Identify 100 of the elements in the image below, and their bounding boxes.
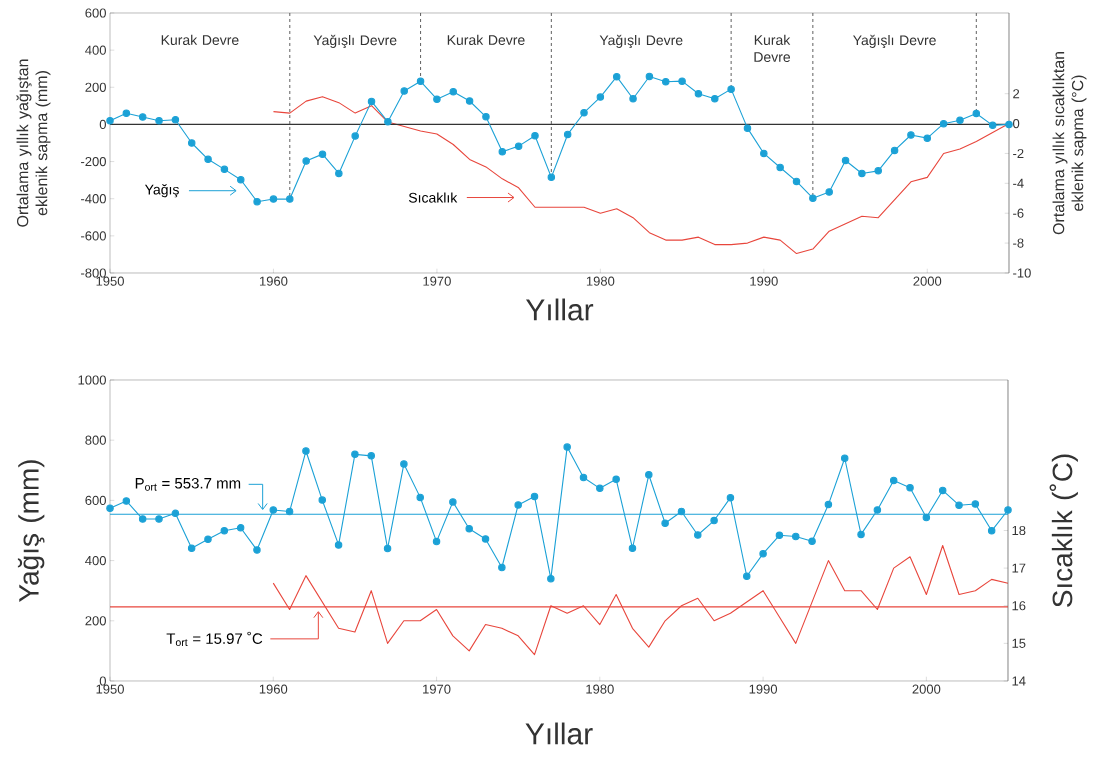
point [645, 471, 653, 479]
point [433, 95, 441, 103]
point [677, 507, 686, 516]
point [596, 93, 605, 101]
point [547, 173, 556, 182]
y-tick-label: 1000 [78, 375, 106, 385]
point [890, 146, 899, 155]
point [922, 513, 931, 522]
point [253, 546, 261, 554]
point [514, 501, 522, 509]
x-tick-label: 1960 [259, 276, 288, 286]
point [612, 72, 621, 81]
y2-axis-title: Ortalama yıllık sıcaklıktan eklenik sapma (°C) [1052, 52, 1087, 235]
point [498, 147, 507, 156]
y2-tick-label: -10 [1013, 268, 1031, 278]
point [907, 131, 915, 139]
y-axis-title: Yağış (mm) [17, 460, 45, 602]
point [138, 113, 147, 121]
y-tick-label: -400 [81, 194, 106, 204]
point [302, 157, 310, 165]
point [776, 163, 784, 172]
point [155, 116, 163, 125]
point [792, 177, 801, 186]
point [596, 484, 604, 493]
point [269, 506, 278, 514]
y-tick-label: -800 [81, 268, 106, 278]
point [351, 132, 359, 140]
point [367, 452, 375, 460]
y2-tick-label: 14 [1012, 676, 1026, 686]
y-tick-label: 800 [85, 435, 106, 445]
point [220, 165, 229, 174]
point [938, 486, 947, 495]
y-tick-label: 0 [99, 676, 106, 686]
point [662, 77, 670, 86]
y2-tick-label: -2 [1013, 148, 1024, 158]
y-tick-label: 600 [85, 495, 106, 505]
point [645, 72, 654, 81]
point [971, 500, 980, 508]
x-tick-label: 1990 [750, 276, 778, 286]
y2-tick-label: 18 [1012, 525, 1026, 536]
legend-label: Yağış [144, 184, 179, 198]
x-tick-label: 1950 [96, 684, 124, 694]
point [383, 544, 392, 553]
point [873, 506, 882, 514]
x-axis-title: Yıllar [525, 298, 594, 321]
point [760, 149, 768, 158]
point [155, 515, 163, 523]
point [661, 519, 669, 528]
point [743, 124, 752, 132]
point [1004, 506, 1012, 514]
y-tick-label: 400 [85, 555, 106, 566]
y-tick-label: 200 [85, 616, 106, 626]
point [236, 524, 245, 532]
point [710, 516, 718, 525]
y2-tick-label: 0 [1013, 118, 1020, 129]
point [726, 493, 735, 502]
y-tick-label: 600 [85, 8, 106, 18]
point [727, 85, 735, 93]
x-tick-label: 2000 [913, 276, 942, 286]
point [449, 498, 457, 506]
annotation: Kurak Devre [754, 34, 791, 63]
x-tick-label: 1970 [423, 684, 451, 694]
annotation: Yağışlı Devre [853, 34, 936, 49]
y2-tick-label: -6 [1013, 208, 1024, 218]
point [204, 155, 212, 164]
x-tick-label: 2000 [912, 684, 941, 694]
point [858, 169, 866, 178]
point [449, 87, 458, 96]
point [481, 535, 490, 543]
point [400, 460, 408, 468]
x-tick-label: 1960 [259, 684, 288, 694]
point [482, 113, 490, 121]
point [580, 108, 588, 117]
point [465, 524, 473, 533]
point [939, 119, 948, 128]
point [286, 195, 294, 203]
x-tick-label: 1990 [749, 684, 778, 694]
y2-tick-label: 2 [1013, 89, 1020, 99]
y2-tick-label: 16 [1012, 601, 1026, 611]
point [889, 476, 898, 485]
x-axis-title: Yıllar [525, 722, 593, 745]
y-tick-label: 0 [99, 119, 106, 130]
point [416, 493, 424, 502]
annotation: Yağışlı Devre [599, 34, 683, 49]
y2-tick-label: 15 [1012, 638, 1026, 648]
point [629, 95, 637, 103]
point [987, 527, 996, 535]
point [824, 500, 833, 509]
y2-axis-title: Sıcaklık (˚C) [1049, 454, 1078, 607]
annotation: Kurak Devre [161, 34, 239, 46]
annotation: Yağışlı Devre [313, 34, 397, 49]
y-tick-label: 200 [85, 82, 106, 92]
point [334, 541, 343, 549]
point [531, 132, 539, 140]
y-tick-label: -600 [81, 231, 106, 241]
point [857, 530, 865, 539]
point [302, 447, 310, 455]
point [465, 97, 474, 105]
ref-line-label: P$_{ort}$ = 553.7 mm [135, 477, 241, 491]
point [988, 121, 997, 130]
